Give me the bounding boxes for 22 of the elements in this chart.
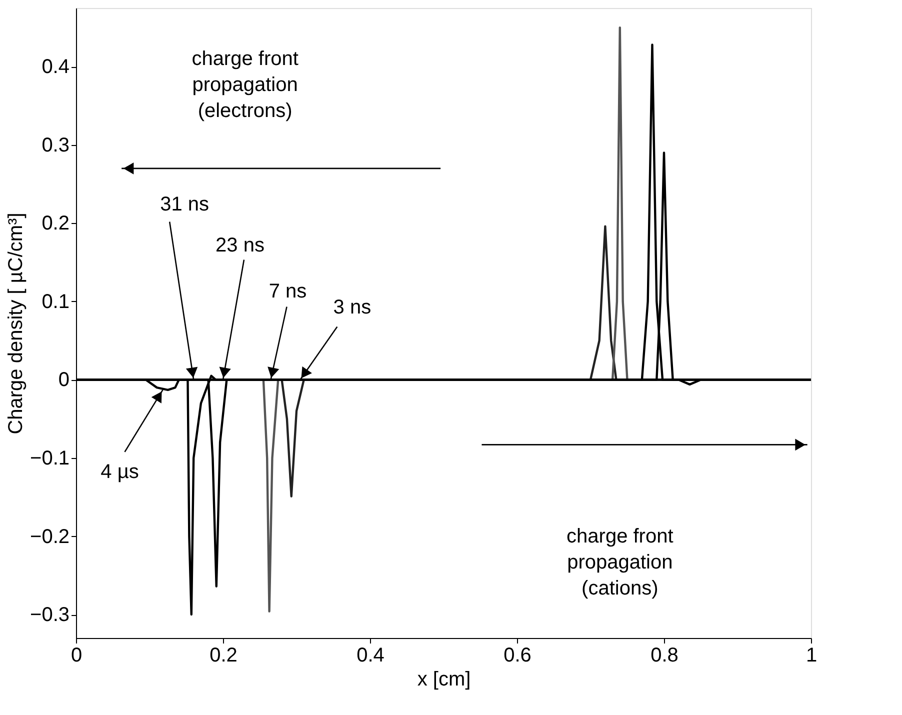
annotation: 3 ns — [333, 296, 372, 319]
annotation: charge front propagation (electrons) — [192, 48, 299, 122]
x-tick-label: 0.8 — [650, 644, 678, 666]
y-tick-label: −0.3 — [30, 604, 70, 626]
annotation: charge front propagation (cations) — [566, 525, 674, 600]
y-tick-label: 0.4 — [42, 56, 70, 78]
y-tick-label: 0 — [58, 369, 70, 392]
y-tick-label: 0.2 — [42, 212, 70, 235]
x-tick-label: 0.6 — [504, 644, 532, 666]
y-tick-label: −0.2 — [30, 526, 70, 548]
y-tick-label: −0.1 — [30, 448, 70, 470]
x-tick-label: 1 — [806, 644, 818, 666]
y-axis-title: Charge density [ µC/cm³] — [5, 212, 28, 434]
annotation: 23 ns — [216, 234, 264, 257]
y-tick-label: 0.3 — [42, 134, 70, 156]
annotation: 7 ns — [268, 280, 307, 303]
x-axis-title: x [cm] — [417, 668, 471, 690]
annotation: 31 ns — [160, 194, 210, 216]
x-tick-label: 0.4 — [356, 644, 384, 666]
annotation: 4 µs — [100, 460, 139, 483]
y-tick-label: 0.1 — [42, 290, 70, 313]
x-tick-label: 0.2 — [210, 644, 238, 666]
